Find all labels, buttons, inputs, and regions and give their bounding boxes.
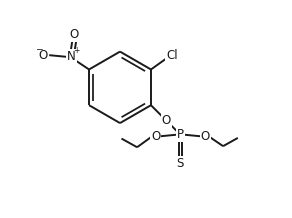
Text: O: O bbox=[69, 28, 78, 41]
Text: −: − bbox=[35, 45, 42, 54]
Text: P: P bbox=[177, 128, 184, 141]
Text: O: O bbox=[162, 114, 171, 127]
Text: N: N bbox=[67, 50, 76, 63]
Text: O: O bbox=[201, 130, 210, 143]
Text: O: O bbox=[151, 130, 160, 143]
Text: S: S bbox=[177, 157, 184, 170]
Text: +: + bbox=[73, 46, 79, 55]
Text: Cl: Cl bbox=[166, 49, 178, 62]
Text: O: O bbox=[39, 49, 48, 62]
